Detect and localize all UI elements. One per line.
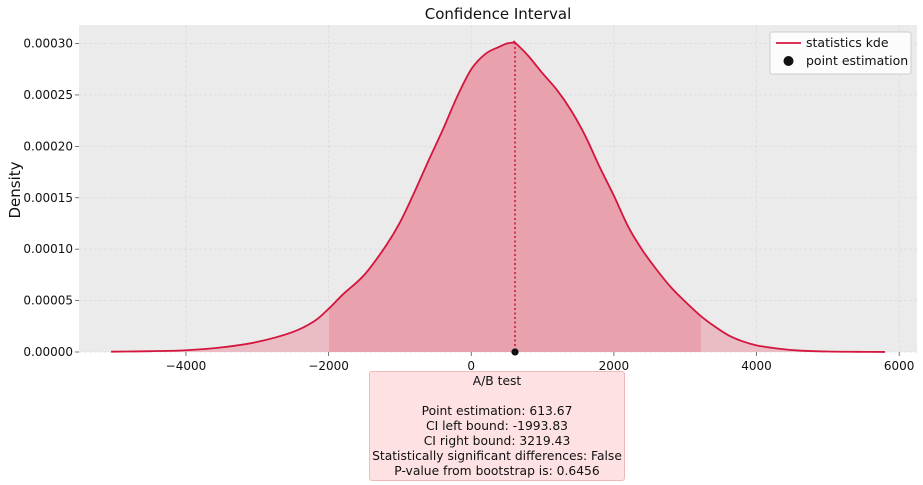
legend-label-point: point estimation [806,53,908,68]
x-tick-label: 0 [467,359,475,370]
y-tick-label: 0.00010 [23,242,73,256]
legend-point-swatch [783,56,794,66]
summary-heading: A/B test [472,374,522,388]
summary-line: CI right bound: 3219.43 [423,434,571,448]
chart: −4000 −2000 0 2000 4000 6000 0.000000.000050.… [6,5,917,370]
legend-label-kde: statistics kde [806,35,889,50]
y-tick-label: 0.00015 [23,191,73,205]
y-tick-label: 0.00000 [23,345,73,359]
x-tick-label: 4000 [741,359,772,370]
x-tick-label: −2000 [308,359,349,370]
legend: statistics kde point estimation [769,31,912,75]
legend-box [769,31,912,75]
x-axis-ticks: −4000 −2000 0 2000 4000 6000 [166,352,915,370]
x-tick-label: −4000 [166,359,207,370]
y-axis-ticks: 0.00000 0.00005 0.00010 0.00015 0.00020 0.000… [23,37,79,359]
x-tick-label: 6000 [884,359,915,370]
summary-line: P-value from bootstrap is: 0.6456 [394,464,600,478]
y-tick-label: 0.00020 [23,139,73,153]
chart-title: Confidence Interval [425,5,572,23]
summary-line: CI left bound: -1993.83 [425,419,568,433]
summary-line: Statistically significant differences: F… [372,449,622,463]
y-tick-label: 0.00005 [23,294,73,308]
y-tick-label: 0.00025 [23,88,73,102]
y-axis-label: Density [6,161,24,218]
point-estimate-marker [511,348,519,356]
x-tick-label: 2000 [599,359,630,370]
kde-line [111,40,885,353]
y-tick-label: 0.00030 [23,37,73,51]
summary-box: A/B test Point estimation: 613.67 CI lef… [369,371,625,481]
summary-line: Point estimation: 613.67 [421,404,573,418]
summary-spacer [370,389,624,404]
